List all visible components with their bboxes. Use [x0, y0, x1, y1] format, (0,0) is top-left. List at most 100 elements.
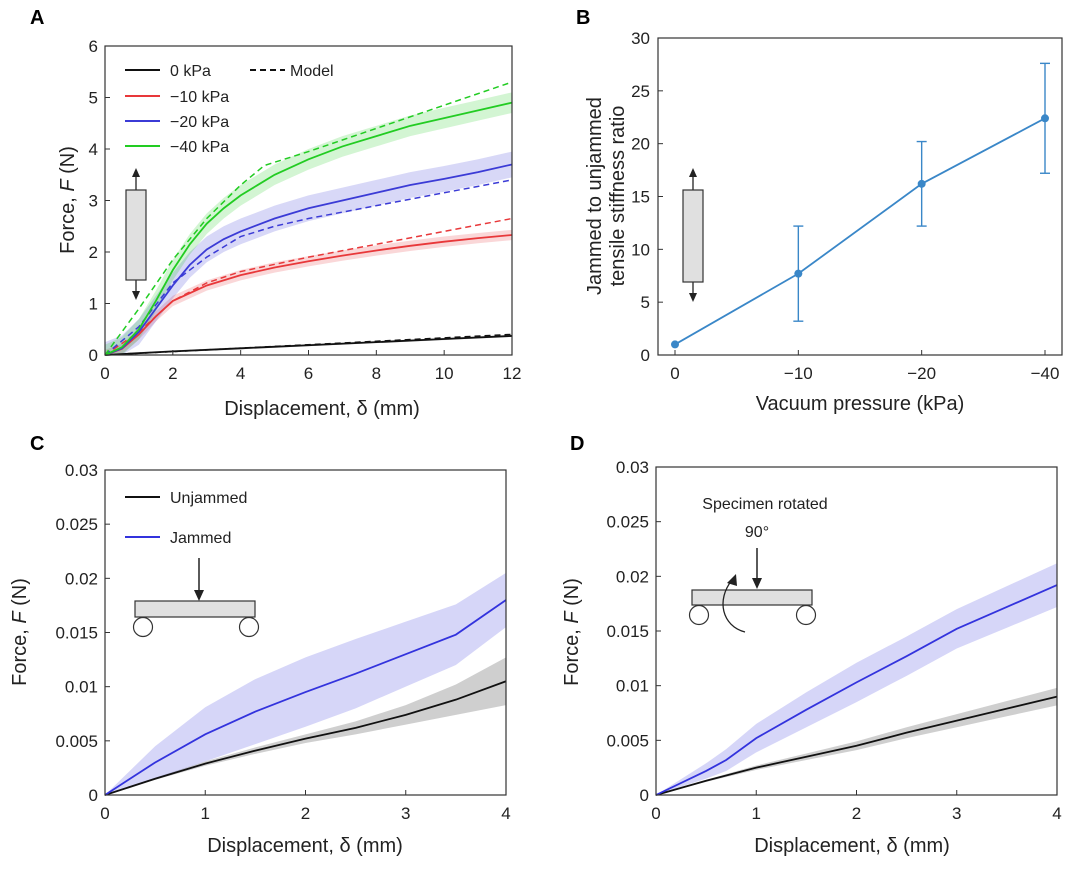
- panel-label-b: B: [576, 7, 590, 29]
- panel-c-legend: Unjammed Jammed: [125, 490, 247, 547]
- panel-c-chart: 0 1 2 3 4 0 0.005 0.01 0.015 0.02 0.025 0.03 Displa…: [9, 461, 511, 857]
- x-tick-label: 10: [435, 364, 454, 383]
- panel-b-chart: 0 5 10 15 20 25 30 0 −10 −20 −40 Vacuum pressure (…: [584, 29, 1063, 415]
- legend-label-jammed: Jammed: [170, 530, 231, 547]
- panel-b-frame: [657, 37, 1063, 356]
- y-tick-label: 0.025: [606, 513, 649, 532]
- series-line-1: [104, 599, 507, 796]
- y-tick-label: 0.015: [55, 624, 98, 643]
- y-tick-label: 10: [631, 240, 650, 259]
- three-point-bend-diagram-c: [132, 558, 260, 638]
- y-tick-label: 0.01: [65, 678, 98, 697]
- y-tick-label: 25: [631, 82, 650, 101]
- x-tick-label: 0: [100, 364, 109, 383]
- panel-label-d: D: [570, 433, 584, 455]
- three-point-bend-diagram-d: [688, 548, 817, 633]
- x-tick-label: −40: [1031, 364, 1060, 383]
- legend-label-40kpa: −40 kPa: [170, 139, 229, 156]
- panel-a-legend: 0 kPa Model −10 kPa −20 kPa −40 kPa: [125, 63, 334, 156]
- beam-specimen-c: [134, 600, 256, 618]
- y-tick-label: 15: [631, 188, 650, 207]
- tension-arrow-down-icon: [132, 291, 140, 300]
- series-band-1: [105, 229, 512, 355]
- series-line-1: [655, 584, 1058, 796]
- series-band-1: [656, 563, 1057, 795]
- series-band-3: [105, 92, 512, 355]
- panel-label-a: A: [30, 7, 44, 29]
- x-tick-label: 2: [301, 804, 310, 823]
- y-tick-label: 2: [89, 243, 98, 262]
- tensile-specimen: [125, 189, 147, 281]
- y-tick-label: 3: [89, 192, 98, 211]
- series-line-0: [104, 680, 507, 796]
- y-tick-label: 20: [631, 135, 650, 154]
- panel-c-y-axis-label: Force, F (N): [9, 578, 31, 686]
- data-point: [671, 340, 679, 349]
- x-tick-label: 12: [503, 364, 522, 383]
- ratio-line: [674, 117, 1046, 346]
- x-tick-label: 2: [852, 804, 861, 823]
- y-tick-label: 0.02: [616, 567, 649, 586]
- x-tick-label: 2: [168, 364, 177, 383]
- rotation-angle-annotation: 90°: [745, 524, 769, 541]
- y-tick-label: 5: [89, 89, 98, 108]
- x-tick-label: 1: [752, 804, 761, 823]
- panel-d-y-axis-label: Force, F (N): [561, 578, 583, 686]
- support-roller-right-c: [238, 616, 260, 638]
- x-tick-label: 0: [651, 804, 660, 823]
- data-point: [917, 179, 926, 188]
- tension-arrow-up-icon-b: [689, 168, 697, 177]
- y-tick-label: 0.025: [55, 515, 98, 534]
- y-tick-label: 0: [640, 786, 649, 805]
- y-tick-label: 0.03: [65, 461, 98, 480]
- panel-b-x-axis-label: Vacuum pressure (kPa): [756, 393, 965, 415]
- tensile-specimen-b: [682, 189, 704, 283]
- legend-label-model: Model: [290, 63, 334, 80]
- y-tick-label: 0.015: [606, 622, 649, 641]
- x-tick-label: 4: [236, 364, 245, 383]
- x-tick-label: 1: [201, 804, 210, 823]
- x-tick-label: −10: [784, 364, 813, 383]
- y-tick-label: 0.005: [606, 731, 649, 750]
- y-tick-label: 0.005: [55, 732, 98, 751]
- x-tick-label: 3: [401, 804, 410, 823]
- series-line-0: [655, 695, 1058, 796]
- y-tick-label: 0.02: [65, 569, 98, 588]
- x-tick-label: 8: [372, 364, 381, 383]
- panel-d-x-axis-label: Displacement, δ (mm): [754, 835, 950, 857]
- y-tick-label: 0: [89, 346, 98, 365]
- y-tick-label: 5: [641, 293, 650, 312]
- series-band-2: [105, 151, 512, 355]
- tensile-specimen-diagram: [125, 168, 147, 300]
- y-tick-label: 6: [89, 37, 98, 56]
- load-arrow-down-icon-c: [194, 590, 204, 601]
- support-roller-right-d: [795, 604, 817, 626]
- model-line-1: [104, 217, 513, 356]
- panel-b-y-axis-label-line1: Jammed to unjammed: [584, 97, 606, 295]
- tension-arrow-down-icon-b: [689, 293, 697, 302]
- x-tick-label: 0: [100, 804, 109, 823]
- y-tick-label: 0.01: [616, 677, 649, 696]
- x-tick-label: 3: [952, 804, 961, 823]
- series-line-2: [104, 163, 513, 356]
- legend-label-0kpa: 0 kPa: [170, 63, 211, 80]
- y-tick-label: 30: [631, 29, 650, 48]
- legend-label-10kpa: −10 kPa: [170, 89, 229, 106]
- series-band-1: [105, 572, 506, 795]
- x-tick-label: −20: [907, 364, 936, 383]
- tensile-specimen-diagram-b: [682, 168, 704, 302]
- panel-c-x-axis-label: Displacement, δ (mm): [207, 835, 403, 857]
- panel-label-c: C: [30, 433, 44, 455]
- y-tick-label: 0: [641, 346, 650, 365]
- data-point: [1041, 114, 1049, 123]
- legend-label-unjammed: Unjammed: [170, 490, 247, 507]
- legend-label-20kpa: −20 kPa: [170, 114, 229, 131]
- support-roller-left-d: [688, 604, 710, 626]
- load-arrow-down-icon-d: [752, 578, 762, 589]
- y-tick-label: 1: [89, 295, 98, 314]
- model-line-3: [104, 81, 513, 356]
- rotation-arrow-curve: [722, 579, 746, 633]
- y-tick-label: 0: [89, 786, 98, 805]
- model-line-2: [104, 179, 513, 356]
